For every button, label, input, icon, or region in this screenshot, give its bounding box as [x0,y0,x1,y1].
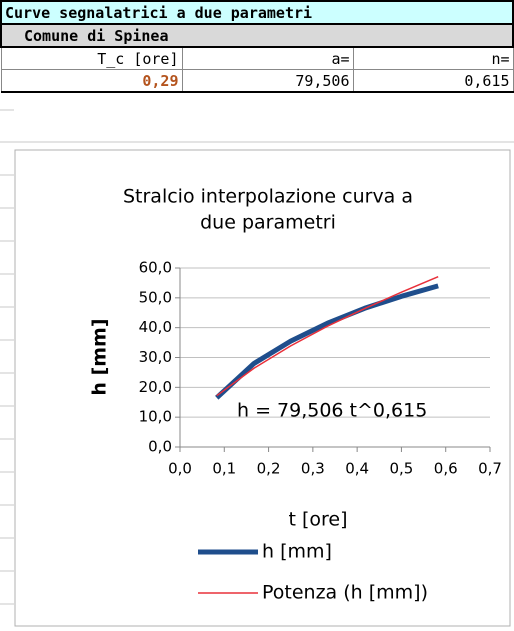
chart-title: due parametri [200,212,336,234]
series-line [215,283,439,400]
x-tick-label: 0,6 [434,460,458,478]
table-subtitle: Comune di Spinea [0,23,514,48]
header-cell: n= [352,46,514,70]
value-cell: 0,29 [0,69,183,93]
table-title: Curve segnalatrici a due parametri [0,0,514,25]
x-axis-label: t [ore] [288,509,347,531]
y-tick-label: 30,0 [139,348,172,366]
x-tick-label: 0,4 [345,460,369,478]
y-tick-label: 50,0 [139,288,172,306]
x-tick-label: 0,5 [389,460,413,478]
value-cell: 0,615 [352,69,514,93]
value-cell: 79,506 [181,69,354,93]
sheet-grid [0,109,514,605]
legend-label: Potenza (h [mm]) [262,582,428,604]
y-tick-label: 20,0 [139,378,172,396]
x-tick-label: 0,7 [478,460,502,478]
chart-area [14,149,511,627]
x-tick-label: 0,3 [301,460,325,478]
legend-label: h [mm] [262,541,332,563]
header-cell: T_c [ore] [0,46,183,70]
y-tick-label: 0,0 [148,438,172,456]
y-tick-label: 60,0 [139,259,172,277]
x-tick-label: 0,1 [212,460,236,478]
header-cell: a= [181,46,354,70]
y-tick-label: 40,0 [139,318,172,336]
annotation: h = 79,506 t^0,615 [237,400,427,422]
y-tick-label: 10,0 [139,408,172,426]
series-line [216,275,439,397]
header-table: Curve segnalatrici a due parametri Comun… [0,0,514,93]
x-tick-label: 0,0 [168,460,192,478]
chart-title: Stralcio interpolazione curva a [123,186,413,208]
x-tick-label: 0,2 [257,460,281,478]
y-axis-label: h [mm] [89,318,111,395]
